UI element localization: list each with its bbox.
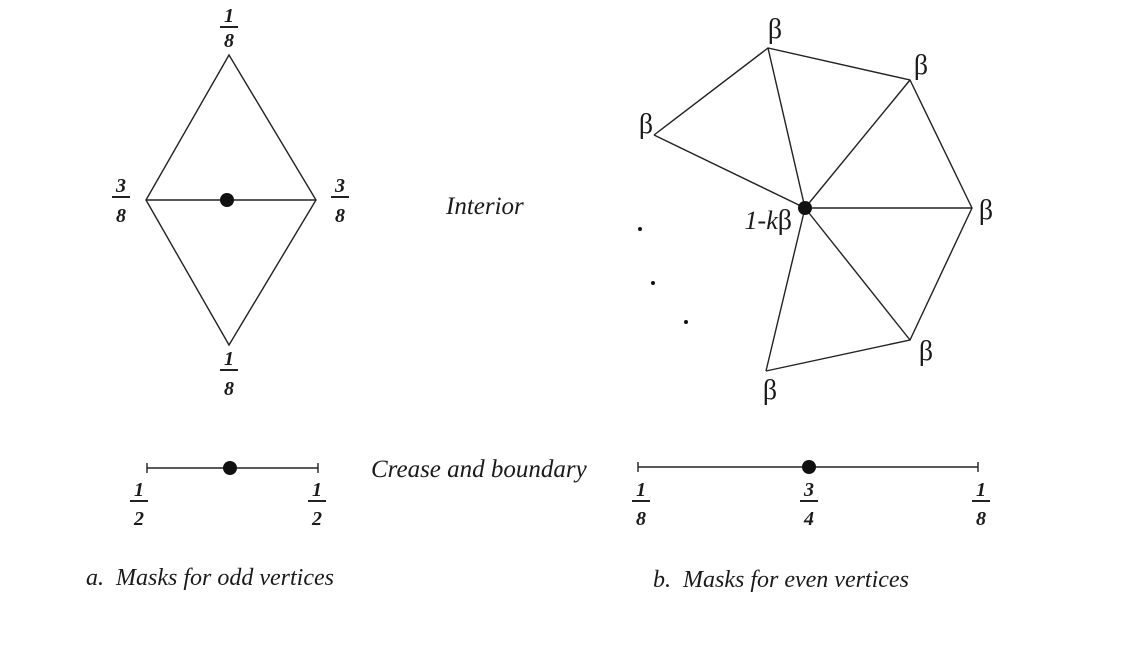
odd-left-weight: 3 8 [112,175,130,227]
even-crease-mask: 1 8 3 4 1 8 [632,460,990,530]
odd-crease-right-weight: 1 2 [308,479,326,530]
ellipsis-dots [638,227,688,324]
odd-crease-dot [223,461,237,475]
interior-label: Interior [445,193,524,220]
fan-spokes [653,47,972,372]
even-crease-left-weight: 1 8 [632,479,650,530]
crease-boundary-label: Crease and boundary [371,456,588,483]
odd-bottom-weight: 1 8 [220,348,238,400]
neighbor-weight: β [639,109,653,140]
svg-text:2: 2 [311,508,322,530]
svg-text:8: 8 [224,378,234,400]
svg-text:1: 1 [976,479,986,501]
svg-text:1: 1 [134,479,144,501]
svg-text:3: 3 [115,175,126,197]
svg-text:1: 1 [224,5,234,27]
odd-top-weight: 1 8 [220,5,238,52]
svg-text:1: 1 [224,348,234,370]
neighbor-weight: β [768,14,782,45]
caption-odd: a. Masks for odd vertices [86,565,334,591]
svg-text:2: 2 [133,508,144,530]
neighbor-weight: β [763,375,777,406]
even-crease-dot [802,460,816,474]
even-crease-right-weight: 1 8 [972,479,990,530]
neighbor-weight: β [914,50,928,81]
even-crease-center-weight: 3 4 [800,479,818,530]
even-vertex-dot [798,201,812,215]
svg-text:3: 3 [803,479,814,501]
even-interior-mask: 1-kβ β β β β β β [638,14,993,406]
neighbor-weight: β [919,336,933,367]
svg-text:8: 8 [224,30,234,52]
svg-text:8: 8 [636,508,646,530]
neighbor-weight: β [979,195,993,226]
fan-rim [653,47,973,372]
odd-right-weight: 3 8 [331,175,349,227]
svg-text:1: 1 [312,479,322,501]
odd-interior-mask: 1 8 3 8 3 8 1 8 [112,5,349,400]
odd-diamond [145,53,317,347]
odd-crease-mask: 1 2 1 2 [130,461,326,530]
odd-crease-left-weight: 1 2 [130,479,148,530]
svg-text:8: 8 [116,205,126,227]
odd-vertex-dot [220,193,234,207]
svg-text:3: 3 [334,175,345,197]
center-weight: 1-kβ [745,205,792,236]
svg-text:1: 1 [636,479,646,501]
svg-text:8: 8 [335,205,345,227]
caption-even: b. Masks for even vertices [653,567,909,593]
svg-text:4: 4 [803,508,814,530]
svg-text:8: 8 [976,508,986,530]
